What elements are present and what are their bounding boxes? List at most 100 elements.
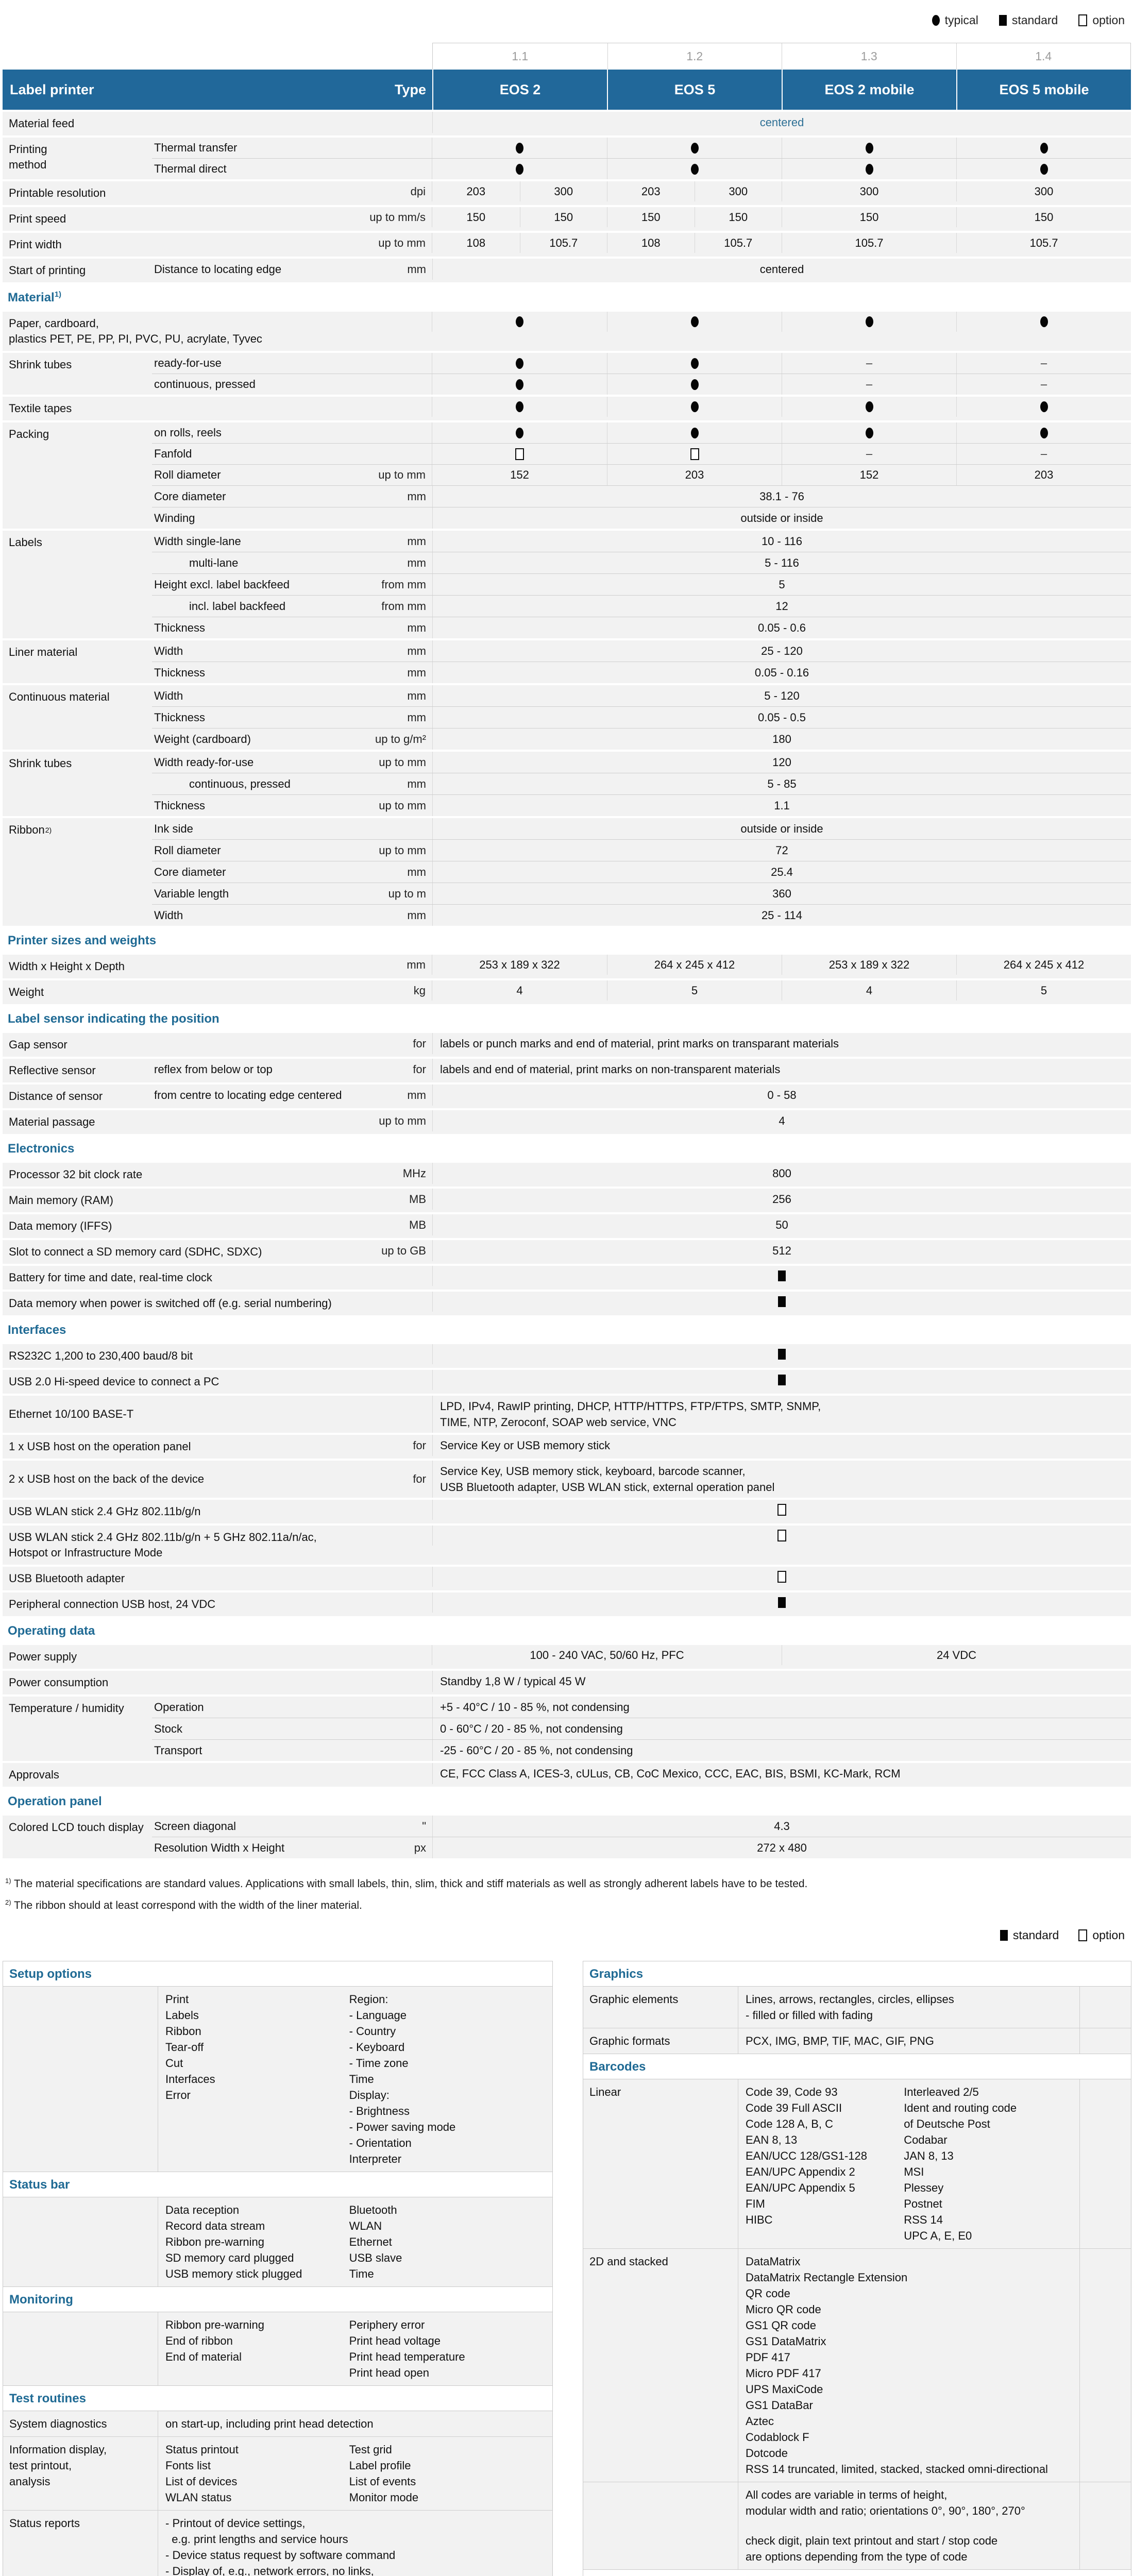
feature-marks <box>1079 2482 1131 2569</box>
spec-cells: labels or punch marks and end of materia… <box>432 1033 1131 1054</box>
spec-cell <box>432 353 607 374</box>
spec-sublabel: Width <box>154 908 183 922</box>
spec-cells: 272 x 480 <box>432 1837 1131 1858</box>
spec-value: 25 - 120 <box>761 645 803 657</box>
spec-row: Thermal direct <box>152 158 1131 179</box>
spec-cells: 72 <box>432 840 1131 861</box>
spec-unit: mm <box>407 621 426 634</box>
spec-sublabel <box>152 980 410 1001</box>
spec-group: Shrink tubes Width ready-for-use up to mm 1… <box>3 752 1131 816</box>
standard-icon <box>778 1375 786 1385</box>
spec-cell <box>607 374 782 395</box>
spec-sublabel <box>152 1189 405 1210</box>
list-item: EAN 8, 13 <box>746 2133 798 2146</box>
group-label: Reflective sensor <box>9 1064 96 1077</box>
spec-sublabel: continuous, pressed <box>189 777 291 790</box>
table-title: Label printer <box>10 81 94 97</box>
list-item: Lines, arrows, rectangles, circles, elli… <box>746 1993 954 2006</box>
section-header: Label sensor indicating the position <box>3 1004 1131 1031</box>
list-item: Ribbon pre-warning <box>165 2235 264 2248</box>
spec-row: Height excl. label backfeed from mm 5 <box>152 573 1131 595</box>
option-icon <box>1078 14 1088 26</box>
spec-row: Thickness mm 0.05 - 0.16 <box>152 662 1131 683</box>
legend-standard-label: standard <box>1011 13 1058 27</box>
feature-label-text: 2D and stacked <box>589 2255 668 2268</box>
spec-cells <box>432 159 1131 179</box>
spec-group: Data memory (IFFS) MB 50 <box>3 1214 1131 1238</box>
spec-cell: 108 <box>607 233 695 253</box>
typical-icon <box>1040 142 1048 154</box>
section-header: Interfaces <box>3 1315 1131 1342</box>
group-label: RS232C 1,200 to 230,400 baud/8 bit <box>9 1349 193 1362</box>
spec-cell <box>607 422 782 443</box>
spec-row: up to mm/s 150 150 150 150 150 150 <box>152 207 1131 227</box>
feature-content: Status printout Fonts list List of devices… <box>158 2437 552 2510</box>
group-label: Textile tapes <box>9 402 72 415</box>
spec-cell <box>782 312 956 332</box>
spec-unit: up to mm <box>378 236 426 249</box>
section-header: Printer sizes and weights <box>3 926 1131 953</box>
list-item: on start-up, including print head detect… <box>165 2417 374 2430</box>
spec-unit: for <box>413 1062 426 1076</box>
legend-standard: standard <box>999 13 1058 27</box>
spec-value: +5 - 40°C / 10 - 85 %, not condensing <box>440 1701 630 1714</box>
typical-icon <box>865 401 873 412</box>
spec-group: Ribbon 2) Ink side outside or inside Roll di… <box>3 818 1131 926</box>
feature-content: on start-up, including print head detect… <box>158 2411 552 2436</box>
option-icon <box>777 1504 786 1516</box>
spec-sublabel: Transport <box>154 1743 202 1757</box>
spec-row <box>218 1592 1131 1613</box>
typical-icon <box>690 401 699 412</box>
feature-label: Linear <box>583 2079 738 2248</box>
group-label: Power consumption <box>9 1676 109 1689</box>
spec-cell: 4 <box>782 980 956 1001</box>
spec-cells: Standby 1,8 W / typical 45 W <box>432 1671 1131 1692</box>
line-list: PCX, IMG, BMP, TIF, MAC, GIF, PNG <box>746 2033 1075 2049</box>
spec-value: outside or inside <box>740 512 823 524</box>
spec-value: 5 - 120 <box>764 689 800 702</box>
typical-icon <box>865 163 873 175</box>
spec-sublabel: Width ready-for-use <box>154 755 254 769</box>
spec-cells <box>432 138 1131 158</box>
option-icon <box>1078 1929 1088 1941</box>
spec-row: Operation +5 - 40°C / 10 - 85 %, not cond… <box>152 1697 1131 1718</box>
spec-cell: 264 x 245 x 412 <box>956 955 1131 975</box>
spec-cells <box>432 312 1131 332</box>
spec-row: incl. label backfeed from mm 12 <box>152 595 1131 617</box>
spec-cells: 25.4 <box>432 861 1131 883</box>
spec-cells: 108 105.7 108 105.7 105.7 105.7 <box>432 233 1131 253</box>
spec-cells: 4 <box>432 1110 1131 1131</box>
spec-cell: – <box>956 444 1131 464</box>
spec-cell: 5 <box>607 980 782 1001</box>
spec-sublabel: Stock <box>154 1722 183 1735</box>
model-number: 1.2 <box>607 43 782 70</box>
typical-icon <box>1040 401 1048 412</box>
spec-cell <box>607 312 782 332</box>
typical-icon <box>516 163 523 175</box>
group-label: Print width <box>9 238 62 251</box>
spec-sublabel: Roll diameter <box>154 843 221 857</box>
spec-value: 5 - 85 <box>767 777 797 790</box>
spec-cell <box>956 159 1131 179</box>
spec-group: Temperature / humidity Operation +5 - 40°C… <box>3 1697 1131 1761</box>
spec-row: up to mm 108 105.7 108 105.7 105.7 105.7 <box>152 233 1131 253</box>
spec-cells: 152 203 152 203 <box>432 465 1131 485</box>
list-item: GS1 DataMatrix <box>746 2335 826 2348</box>
spec-cells: centered <box>432 259 1131 280</box>
spec-row: Stock 0 - 60°C / 20 - 85 %, not condensin… <box>152 1718 1131 1739</box>
spec-cells: – – <box>432 374 1131 395</box>
spec-cells: 203 300 203 300 300 300 <box>432 181 1131 201</box>
typical-icon <box>690 316 699 327</box>
spec-cell: – <box>956 374 1131 395</box>
spec-cells <box>432 1526 1131 1546</box>
list-item: PDF 417 <box>746 2351 790 2364</box>
list-item: Code 39 Full ASCII <box>746 2102 842 2114</box>
feature-content: - Printout of device settings, e.g. prin… <box>158 2511 552 2576</box>
spec-sublabel: incl. label backfeed <box>189 599 286 613</box>
spec-sublabel: Winding <box>154 511 195 524</box>
spec-group: Material passage up to mm 4 <box>3 1110 1131 1134</box>
typical-icon <box>865 316 873 327</box>
list-item: Print head voltage <box>349 2334 441 2347</box>
spec-cell <box>782 159 956 179</box>
